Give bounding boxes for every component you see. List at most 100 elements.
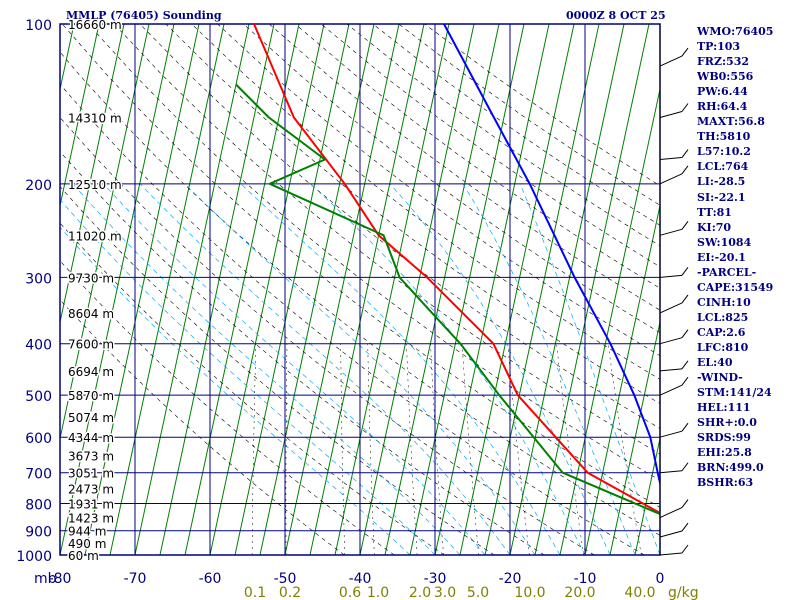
- index-item: STM:141/24: [697, 386, 772, 400]
- isotherm-line: [459, 24, 575, 555]
- isotherm-line: [60, 24, 175, 555]
- index-item: WB0:556: [697, 70, 754, 84]
- wind-barb-flag: [681, 267, 689, 276]
- wind-barb: [659, 337, 683, 345]
- mixing-ratio-label: 0.1: [244, 585, 266, 600]
- height-label: 3673 m: [68, 450, 114, 464]
- wind-barb: [659, 530, 683, 538]
- mixing-ratio-label: 40.0: [624, 585, 655, 600]
- wind-barb: [659, 228, 683, 236]
- height-label: 2473 m: [68, 483, 114, 497]
- index-item: SW:1084: [697, 235, 752, 249]
- wind-barb-flag: [681, 165, 689, 175]
- index-item: LCL:825: [697, 310, 749, 324]
- index-item: -PARCEL-: [697, 265, 757, 279]
- dry-adiabat-line: [60, 222, 445, 555]
- wind-barb-flag: [681, 376, 689, 386]
- sounding-trace: [235, 83, 660, 516]
- pressure-tick-label: 900: [25, 525, 52, 541]
- dry-adiabat-line: [60, 186, 495, 555]
- isotherm-line: [484, 24, 600, 555]
- wind-barb: [659, 111, 683, 118]
- isotherm-line: [609, 319, 660, 555]
- temperature-tick-label: -70: [124, 571, 147, 587]
- index-item: EI:-20.1: [697, 250, 746, 264]
- sounding-title: MMLP (76405) Sounding: [66, 9, 222, 22]
- pressure-tick-label: 400: [25, 338, 52, 354]
- height-label: 5074 m: [68, 411, 114, 425]
- height-label: 14310 m: [68, 112, 122, 126]
- mixing-ratio-label: 10.0: [514, 585, 545, 600]
- isotherm-line: [0, 24, 24, 555]
- height-label: 1423 m: [68, 512, 114, 526]
- isotherm-line: [134, 24, 250, 555]
- isotherm-line: [159, 24, 275, 555]
- wind-barb-flag: [681, 329, 689, 338]
- mixing-ratio-label: 5.0: [467, 585, 489, 600]
- dry-adiabat-line: [87, 24, 660, 481]
- isotherm-line: [409, 24, 525, 555]
- height-label: 5870 m: [68, 389, 114, 403]
- index-item: HEL:111: [697, 401, 751, 415]
- wind-barb: [659, 430, 683, 438]
- index-item: CAPE:31549: [697, 280, 774, 294]
- moist-adiabat-line: [60, 226, 411, 555]
- temperature-tick-label: 0: [656, 571, 665, 587]
- pressure-tick-label: 100: [25, 18, 52, 34]
- index-item: FRZ:532: [697, 55, 750, 69]
- isotherm-line: [209, 24, 325, 555]
- wind-barb: [659, 384, 683, 396]
- mixing-ratio-label: 20.0: [564, 585, 595, 600]
- isotherm-line: [234, 24, 350, 555]
- index-item: TT:81: [697, 205, 732, 219]
- wind-barb: [659, 507, 683, 518]
- isotherm-line: [559, 86, 660, 555]
- index-item: TP:103: [697, 40, 741, 54]
- dry-adiabat-line: [191, 24, 660, 380]
- moist-adiabat-line: [310, 183, 586, 555]
- temperature-tick-label: -10: [574, 571, 597, 587]
- index-item: SRDS:99: [697, 431, 751, 445]
- dry-adiabat-line: [113, 24, 660, 455]
- wind-barb-flag: [681, 422, 689, 432]
- dry-adiabat-line: [139, 24, 660, 429]
- mixing-ratio-unit: g/kg: [668, 585, 699, 600]
- wind-barb-flag: [681, 462, 689, 472]
- dry-adiabat-line: [60, 299, 345, 555]
- wind-barb: [659, 157, 683, 161]
- index-item: -WIND-: [697, 371, 743, 385]
- index-item: SHR+:0.0: [697, 416, 757, 430]
- index-item: CAP:2.6: [697, 325, 746, 339]
- wind-barb: [659, 302, 683, 314]
- dry-adiabat-line: [60, 83, 645, 555]
- wind-barb: [659, 274, 683, 278]
- isotherm-line: [509, 24, 625, 555]
- mixing-ratio-label: 3.0: [434, 585, 456, 600]
- isotherm-line: [109, 24, 225, 555]
- isotherm-line: [434, 24, 550, 555]
- wind-barb-flag: [681, 149, 689, 158]
- wind-barb-flag: [681, 294, 689, 304]
- index-item: LFC:810: [697, 340, 749, 354]
- pressure-tick-label: 600: [25, 431, 52, 447]
- wind-barb: [659, 368, 683, 372]
- isotherm-line: [259, 24, 375, 555]
- wind-barb-flag: [681, 47, 689, 57]
- height-label: 944 m: [68, 525, 106, 539]
- temperature-tick-label: -80: [49, 571, 72, 587]
- dry-adiabat-line: [60, 151, 545, 555]
- index-item: LI:-28.5: [697, 175, 746, 189]
- dry-adiabat-line: [295, 24, 660, 289]
- wind-barb-flag: [681, 522, 689, 532]
- wind-barb: [659, 173, 683, 185]
- pressure-unit-label: mb: [34, 571, 57, 587]
- index-item: CINH:10: [697, 295, 751, 309]
- index-item: EHI:25.8: [697, 446, 752, 460]
- index-item: BRN:499.0: [697, 461, 764, 475]
- wind-barb: [659, 55, 683, 67]
- isotherm-line: [60, 24, 100, 209]
- height-label: 7600 m: [68, 338, 114, 352]
- height-label: 60 m: [68, 549, 99, 563]
- height-label: 12510 m: [68, 178, 122, 192]
